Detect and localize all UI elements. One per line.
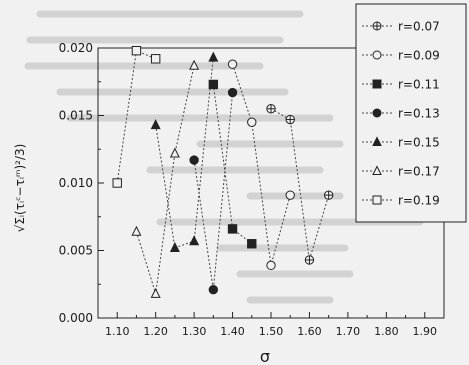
data-point-r=0.15: [208, 51, 219, 62]
x-tick-label: 1.60: [297, 325, 322, 338]
legend-marker: [372, 165, 382, 175]
data-point-r=0.19: [150, 54, 161, 64]
y-tick-label: 0.020: [59, 41, 93, 55]
data-point-r=0.15: [189, 235, 200, 246]
series-line-r=0.19: [116, 49, 156, 184]
data-point-r=0.19: [112, 178, 122, 188]
series-line-r=0.07: [270, 108, 330, 261]
legend-marker: [372, 79, 382, 89]
data-point-r=0.07: [304, 255, 315, 265]
y-tick-label: 0.005: [59, 244, 93, 258]
legend-marker: [372, 50, 382, 60]
x-tick-label: 1.20: [143, 325, 168, 338]
legend-label: r=0.15: [398, 136, 440, 150]
data-point-r=0.17: [131, 225, 142, 236]
data-point-r=0.09: [227, 59, 238, 69]
data-point-r=0.15: [150, 119, 161, 130]
y-axis-label: √Σᵢ(τᵢᶜ−τᵢᵐ)²/3): [13, 144, 27, 233]
legend-marker: [372, 21, 382, 31]
data-point-r=0.11: [227, 224, 238, 234]
series-line-r=0.11: [212, 84, 253, 245]
legend-entry: r=0.13: [362, 107, 440, 121]
data-point-r=0.09: [247, 117, 257, 127]
y-tick-label: 0.000: [59, 311, 93, 325]
legend-entry: r=0.07: [362, 20, 440, 34]
data-point-r=0.19: [131, 46, 142, 56]
y-tick-label: 0.015: [59, 109, 93, 123]
x-tick-label: 1.90: [413, 325, 438, 338]
x-tick-label: 1.70: [336, 325, 361, 338]
legend-label: r=0.09: [398, 49, 440, 63]
legend-marker: [372, 195, 382, 205]
data-point-r=0.17: [189, 59, 200, 70]
x-tick-label: 1.80: [374, 325, 399, 338]
x-tick-label: 1.50: [259, 325, 284, 338]
data-point-r=0.11: [208, 79, 219, 90]
data-point-r=0.15: [169, 241, 180, 252]
x-tick-label: 1.30: [182, 325, 207, 338]
legend-label: r=0.11: [398, 78, 440, 92]
data-point-r=0.11: [247, 239, 257, 249]
legend-label: r=0.17: [398, 165, 440, 179]
series-line-r=0.17: [135, 65, 195, 294]
legend: r=0.07 r=0.09 r=0.11 r=0.13 r=0.15 r=0.17 r=0.…: [355, 3, 467, 223]
x-tick-label: 1.10: [105, 325, 130, 338]
series-line-r=0.13: [193, 92, 234, 290]
data-point-r=0.17: [169, 147, 180, 158]
series-line-r=0.15: [155, 57, 214, 249]
series-line-r=0.09: [232, 64, 291, 266]
data-point-r=0.07: [285, 114, 295, 125]
legend-entry: r=0.11: [362, 78, 440, 92]
data-point-r=0.13: [208, 284, 219, 295]
legend-entry: r=0.09: [362, 49, 440, 63]
legend-label: r=0.19: [398, 194, 440, 208]
x-axis-label: σ: [260, 347, 270, 365]
data-point-r=0.13: [227, 87, 238, 98]
data-point-r=0.09: [266, 260, 276, 271]
legend-label: r=0.07: [398, 20, 440, 34]
x-tick-label: 1.40: [220, 325, 245, 338]
legend-marker: [372, 108, 382, 118]
data-point-r=0.13: [189, 155, 199, 165]
data-point-r=0.07: [266, 104, 276, 114]
y-tick-label: 0.010: [59, 176, 93, 190]
legend-entry: r=0.19: [362, 194, 440, 208]
data-point-r=0.09: [285, 190, 295, 200]
legend-entry: r=0.17: [362, 165, 440, 179]
legend-marker: [372, 136, 382, 146]
legend-label: r=0.13: [398, 107, 440, 121]
data-point-r=0.07: [323, 190, 334, 200]
legend-entry: r=0.15: [362, 136, 440, 150]
data-point-r=0.17: [150, 287, 161, 298]
